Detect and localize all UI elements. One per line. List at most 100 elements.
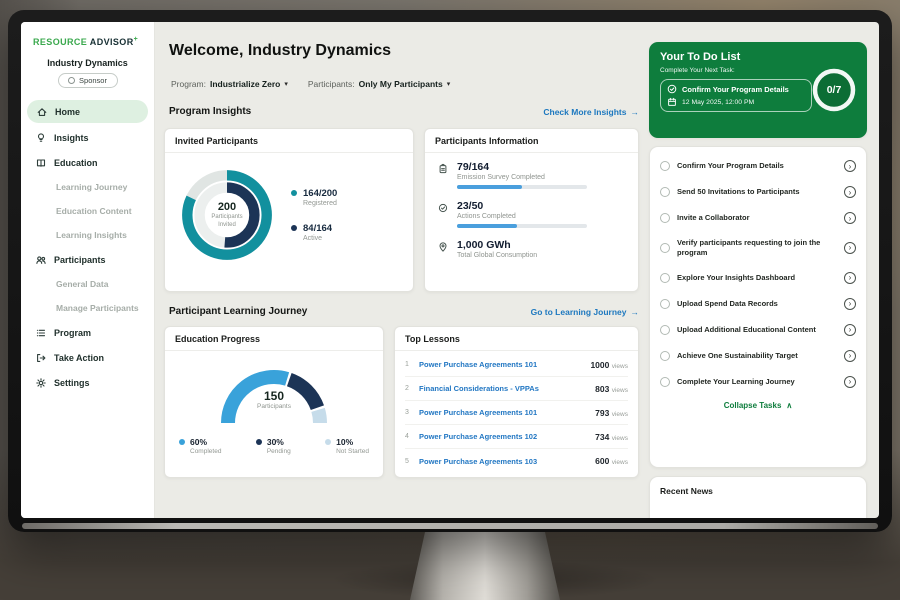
program-insights-section-header: Program Insights Check More Insights → <box>169 106 639 117</box>
legend-not-started: 10% Not Started <box>325 437 369 455</box>
sidebar-item-settings[interactable]: Settings <box>21 370 154 395</box>
lesson-link[interactable]: Financial Considerations - VPPAs <box>419 384 539 393</box>
legend-pending: 30% Pending <box>255 437 291 455</box>
chevron-right-icon[interactable]: › <box>844 186 856 198</box>
task-achieve-sustainability-target[interactable]: Achieve One Sustainability Target › <box>659 343 857 369</box>
chevron-right-icon[interactable]: › <box>844 323 856 336</box>
sponsor-icon <box>68 77 76 84</box>
sponsor-badge[interactable]: Sponsor <box>57 73 118 88</box>
legend-dot <box>291 225 297 231</box>
todo-progress-ring: 0/7 <box>810 66 858 114</box>
checkbox-circle[interactable] <box>660 324 670 335</box>
participants-filter-label: Participants: <box>307 79 355 89</box>
dashboard-screen: RESOURCE ADVISOR+ Industry Dynamics Spon… <box>21 22 879 518</box>
legend-dot <box>255 439 262 445</box>
action-arrow-icon <box>37 353 46 362</box>
lesson-link[interactable]: Power Purchase Agreements 101 <box>419 408 538 417</box>
checkbox-circle[interactable] <box>660 242 670 253</box>
section-title: Program Insights <box>169 106 252 117</box>
calendar-icon <box>668 97 676 106</box>
collapse-tasks-link[interactable]: Collapse Tasks ∧ <box>723 400 793 410</box>
program-filter-dropdown[interactable]: Program: Industrialize Zero ▾ <box>171 79 288 89</box>
card-title: Education Progress <box>165 327 383 351</box>
sidebar-item-program[interactable]: Program <box>21 320 154 345</box>
chevron-right-icon[interactable]: › <box>844 241 856 254</box>
todo-summary-card: Your To Do List Complete Your Next Task:… <box>649 42 867 138</box>
sidebar-item-education-content[interactable]: Education Content <box>56 206 132 216</box>
chevron-up-icon: ∧ <box>786 400 793 410</box>
sidebar-item-take-action[interactable]: Take Action <box>21 345 154 370</box>
card-title: Invited Participants <box>165 129 413 153</box>
lightbulb-icon <box>37 132 45 142</box>
task-complete-learning-journey[interactable]: Complete Your Learning Journey › <box>659 369 857 395</box>
checkbox-circle[interactable] <box>660 298 670 309</box>
lesson-row: 2 Financial Considerations - VPPAs 803 v… <box>405 377 628 401</box>
participants-filter-dropdown[interactable]: Participants: Only My Participants ▾ <box>308 79 450 89</box>
book-icon <box>36 158 46 167</box>
sidebar-item-home[interactable]: Home <box>27 100 148 123</box>
people-icon <box>36 255 46 264</box>
sidebar-item-education[interactable]: Education <box>21 150 154 175</box>
todo-subtitle: Complete Your Next Task: <box>660 67 735 74</box>
page-title: Welcome, Industry Dynamics <box>169 42 391 59</box>
chevron-right-icon[interactable]: › <box>844 160 856 172</box>
sidebar-item-manage-participants[interactable]: Manage Participants <box>56 303 139 313</box>
filters-row: Program: Industrialize Zero ▾ Participan… <box>171 79 450 89</box>
chevron-right-icon[interactable]: › <box>844 297 856 310</box>
top-lessons-card: Top Lessons 1 Power Purchase Agreements … <box>394 326 639 478</box>
check-more-insights-link[interactable]: Check More Insights → <box>543 106 639 117</box>
participants-information-card: Participants Information 79/164 Emission… <box>424 128 639 292</box>
checkbox-circle[interactable] <box>660 350 670 361</box>
todo-task-list-card: Confirm Your Program Details › Send 50 I… <box>649 146 867 468</box>
sidebar-item-participants[interactable]: Participants <box>21 247 154 272</box>
learning-journey-section-header: Participant Learning Journey Go to Learn… <box>169 306 639 317</box>
task-verify-participants[interactable]: Verify participants requesting to join t… <box>659 231 857 265</box>
next-task-box[interactable]: Confirm Your Program Details 12 May 2025… <box>660 79 812 112</box>
participants-filter-value: Only My Participants <box>358 79 443 89</box>
lesson-row: 4 Power Purchase Agreements 102 734 view… <box>405 425 628 449</box>
org-name: Industry Dynamics <box>47 58 128 68</box>
checkbox-circle[interactable] <box>660 187 670 197</box>
survey-icon <box>439 163 447 174</box>
lesson-link[interactable]: Power Purchase Agreements 101 <box>419 360 538 369</box>
card-title: Top Lessons <box>395 327 638 351</box>
task-invite-collaborator[interactable]: Invite a Collaborator › <box>659 205 857 231</box>
check-circle-icon <box>438 203 448 213</box>
sidebar-item-learning-journey[interactable]: Learning Journey <box>56 182 128 192</box>
app-logo: RESOURCE ADVISOR+ <box>33 36 139 47</box>
invited-participants-card: Invited Participants 200 Participants In… <box>164 128 414 292</box>
task-send-invitations[interactable]: Send 50 Invitations to Participants › <box>659 179 857 205</box>
task-upload-spend-data[interactable]: Upload Spend Data Records › <box>659 291 857 317</box>
checkbox-circle[interactable] <box>660 272 670 283</box>
chevron-right-icon[interactable]: › <box>844 271 856 284</box>
task-explore-insights[interactable]: Explore Your Insights Dashboard › <box>659 265 857 291</box>
lesson-link[interactable]: Power Purchase Agreements 102 <box>419 432 538 441</box>
lesson-link[interactable]: Power Purchase Agreements 103 <box>419 456 538 466</box>
go-to-learning-journey-link[interactable]: Go to Learning Journey → <box>530 306 639 317</box>
sidebar-nav: Home Insights Education Learning Journey <box>21 100 154 395</box>
checkbox-circle[interactable] <box>660 161 670 171</box>
checkbox-circle[interactable] <box>660 376 670 387</box>
map-pin-icon <box>439 242 447 252</box>
task-upload-educational-content[interactable]: Upload Additional Educational Content › <box>659 317 857 343</box>
sidebar-item-learning-insights[interactable]: Learning Insights <box>56 230 127 240</box>
task-confirm-program-details[interactable]: Confirm Your Program Details › <box>659 153 857 179</box>
progress-bar <box>457 224 587 228</box>
donut-center-label: Participants Invited <box>211 214 243 228</box>
legend-registered: 164/200 Registered <box>291 188 337 207</box>
sidebar-item-insights[interactable]: Insights <box>21 125 154 150</box>
legend-active: 84/164 Active <box>291 223 337 242</box>
donut-legend: 164/200 Registered 84/164 Active <box>291 188 337 242</box>
checkbox-circle[interactable] <box>660 213 670 223</box>
monitor-bezel: RESOURCE ADVISOR+ Industry Dynamics Spon… <box>8 10 892 532</box>
chevron-right-icon[interactable]: › <box>844 212 856 224</box>
chevron-right-icon[interactable]: › <box>844 349 856 362</box>
todo-title: Your To Do List <box>660 51 741 63</box>
sidebar-item-general-data[interactable]: General Data <box>56 279 109 289</box>
legend-dot <box>179 439 185 445</box>
chevron-right-icon[interactable]: › <box>844 375 856 388</box>
program-filter-label: Program: <box>171 79 206 89</box>
metric-emission-survey: 79/164 Emission Survey Completed <box>437 161 626 189</box>
home-icon <box>37 107 47 116</box>
card-title: Participants Information <box>425 129 638 153</box>
